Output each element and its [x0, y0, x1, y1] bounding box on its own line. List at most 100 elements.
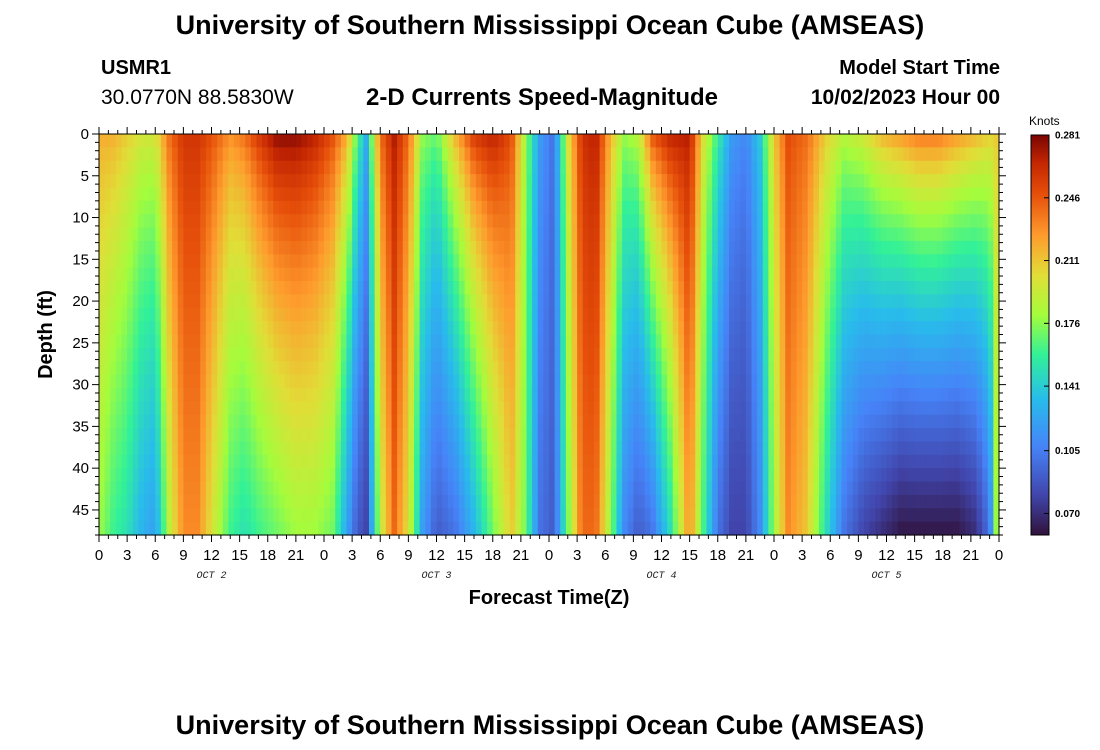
heatmap-cell	[177, 134, 184, 148]
heatmap-cell	[931, 214, 938, 229]
heatmap-cell	[813, 468, 820, 483]
heatmap-cell	[847, 147, 854, 162]
heatmap-cell	[706, 428, 713, 443]
heatmap-cell	[537, 401, 544, 416]
heatmap-cell	[819, 361, 826, 376]
heatmap-cell	[222, 134, 229, 148]
heatmap-cell	[385, 508, 393, 523]
heatmap-cell	[880, 214, 888, 229]
heatmap-cell	[954, 254, 961, 269]
heatmap-cell	[909, 454, 916, 469]
heatmap-cell	[880, 227, 888, 242]
heatmap-cell	[852, 508, 859, 523]
heatmap-cell	[189, 147, 196, 162]
heatmap-cell	[312, 374, 319, 389]
heatmap-cell	[610, 147, 618, 162]
heatmap-cell	[436, 321, 443, 336]
heatmap-cell	[942, 494, 949, 509]
heatmap-cell	[487, 494, 494, 509]
heatmap-cell	[155, 494, 162, 509]
heatmap-cell	[667, 387, 674, 402]
heatmap-cell	[959, 374, 966, 389]
heatmap-cell	[357, 147, 364, 162]
heatmap-cell	[706, 401, 713, 416]
heatmap-cell	[970, 307, 978, 322]
heatmap-cell	[610, 441, 618, 456]
x-tick-label: 3	[348, 547, 356, 564]
heatmap-cell	[262, 254, 269, 269]
heatmap-cell	[442, 387, 449, 402]
heatmap-cell	[841, 468, 848, 483]
heatmap-cell	[414, 187, 421, 202]
heatmap-cell	[909, 414, 916, 429]
heatmap-cell	[954, 134, 961, 148]
heatmap-cell	[470, 401, 477, 416]
heatmap-cell	[661, 374, 668, 389]
heatmap-cell	[684, 521, 691, 536]
heatmap-cell	[712, 468, 719, 483]
heatmap-cell	[340, 468, 348, 483]
heatmap-cell	[346, 214, 353, 229]
heatmap-cell	[498, 321, 505, 336]
heatmap-cell	[487, 387, 494, 402]
heatmap-cell	[239, 267, 246, 282]
heatmap-cell	[515, 281, 522, 295]
heatmap-cell	[655, 347, 663, 362]
heatmap-cell	[239, 147, 246, 162]
heatmap-cell	[194, 294, 201, 309]
heatmap-cell	[976, 227, 983, 242]
heatmap-cell	[684, 494, 691, 509]
heatmap-cell	[931, 521, 938, 536]
heatmap-cell	[104, 428, 111, 443]
heatmap-cell	[925, 468, 933, 483]
heatmap-cell	[577, 294, 584, 309]
heatmap-cell	[498, 454, 505, 469]
heatmap-cell	[160, 347, 168, 362]
heatmap-cell	[639, 508, 646, 523]
heatmap-cell	[391, 267, 398, 282]
heatmap-cell	[267, 200, 274, 215]
heatmap-cell	[222, 254, 229, 269]
heatmap-cell	[661, 454, 668, 469]
heatmap-cell	[768, 494, 775, 509]
heatmap-cell	[110, 454, 117, 469]
heatmap-cell	[256, 267, 263, 282]
heatmap-cell	[925, 374, 933, 389]
heatmap-cell	[599, 521, 606, 536]
heatmap-cell	[751, 267, 758, 282]
heatmap-cell	[678, 414, 685, 429]
heatmap-cell	[852, 267, 859, 282]
heatmap-cell	[914, 147, 921, 162]
heatmap-cell	[250, 387, 258, 402]
heatmap-cell	[948, 374, 955, 389]
heatmap-cell	[560, 468, 567, 483]
heatmap-cell	[459, 294, 466, 309]
heatmap-cell	[689, 321, 696, 336]
heatmap-cell	[633, 334, 640, 349]
heatmap-cell	[346, 401, 353, 416]
heatmap-cell	[689, 147, 696, 162]
heatmap-cell	[729, 374, 736, 389]
heatmap-cell	[762, 494, 769, 509]
heatmap-cell	[369, 508, 376, 523]
heatmap-cell	[920, 134, 927, 148]
heatmap-cell	[183, 468, 190, 483]
heatmap-cell	[211, 227, 218, 242]
heatmap-cell	[633, 521, 640, 536]
heatmap-cell	[211, 281, 218, 295]
heatmap-cell	[869, 227, 876, 242]
heatmap-cell	[639, 468, 646, 483]
heatmap-cell	[993, 240, 1000, 255]
heatmap-cell	[588, 281, 595, 295]
heatmap-cell	[886, 147, 893, 162]
heatmap-cell	[802, 414, 809, 429]
heatmap-cell	[132, 160, 139, 175]
heatmap-cell	[520, 387, 528, 402]
heatmap-cell	[560, 454, 567, 469]
heatmap-cell	[487, 481, 494, 496]
heatmap-cell	[262, 187, 269, 202]
heatmap-cell	[948, 347, 955, 362]
heatmap-cell	[307, 240, 314, 255]
heatmap-cell	[419, 401, 426, 416]
heatmap-cell	[695, 294, 702, 309]
